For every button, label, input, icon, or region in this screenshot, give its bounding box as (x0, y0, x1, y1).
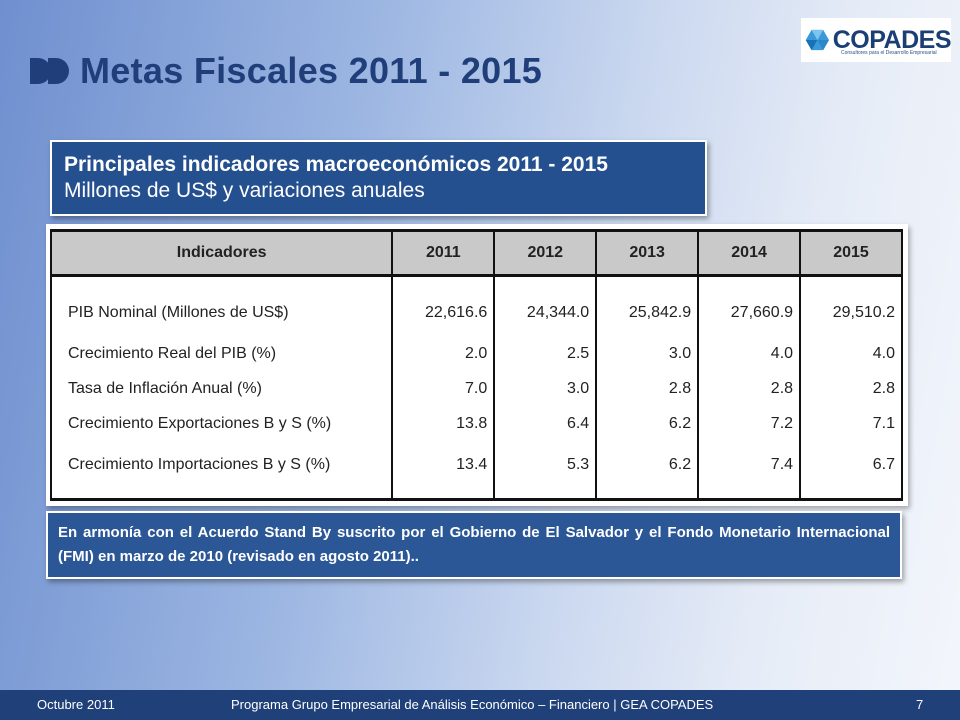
table-row: Crecimiento Real del PIB (%) 2.0 2.5 3.0… (49, 336, 903, 372)
title-row: Metas Fiscales 2011 - 2015 (28, 50, 542, 92)
copades-logo-icon (805, 29, 829, 51)
column-header: 2015 (799, 229, 903, 277)
indicators-table-panel: Indicadores 2011 2012 2013 2014 2015 PIB… (46, 224, 908, 506)
table-cell: 22,616.6 (391, 275, 496, 337)
table-cell: 3.0 (493, 371, 598, 407)
table-cell: 7.1 (799, 406, 903, 442)
table-cell: 4.0 (697, 336, 802, 372)
row-label: Tasa de Inflación Anual (%) (49, 371, 394, 407)
table-row: Tasa de Inflación Anual (%) 7.0 3.0 2.8 … (49, 371, 903, 407)
table-cell: 5.3 (493, 441, 598, 501)
table-cell: 2.8 (799, 371, 903, 407)
page-number: 7 (916, 697, 924, 712)
table-cell: 25,842.9 (595, 275, 700, 337)
subtitle-heading: Principales indicadores macroeconómicos … (64, 153, 608, 176)
table-cell: 2.5 (493, 336, 598, 372)
double-chevron-bullet-icon (30, 58, 69, 84)
note-text: En armonía con el Acuerdo Stand By suscr… (58, 524, 890, 565)
table-cell: 13.8 (391, 406, 496, 442)
table-cell: 13.4 (391, 441, 496, 501)
table-cell: 7.2 (697, 406, 802, 442)
table-cell: 24,344.0 (493, 275, 598, 337)
table-cell: 2.8 (595, 371, 700, 407)
column-header: 2012 (493, 229, 598, 277)
table-cell: 3.0 (595, 336, 700, 372)
table-row: Crecimiento Importaciones B y S (%) 13.4… (49, 441, 903, 501)
table-cell: 2.0 (391, 336, 496, 372)
table-row: Crecimiento Exportaciones B y S (%) 13.8… (49, 406, 903, 442)
table-cell: 6.2 (595, 441, 700, 501)
row-label: Crecimiento Real del PIB (%) (49, 336, 394, 372)
logo-name: COPADES (832, 26, 952, 54)
indicators-table: Indicadores 2011 2012 2013 2014 2015 PIB… (49, 229, 903, 501)
table-cell: 6.7 (799, 441, 903, 501)
footer-bar: Octubre 2011 Programa Grupo Empresarial … (0, 690, 960, 720)
column-header: Indicadores (49, 229, 394, 277)
column-header: 2011 (391, 229, 496, 277)
table-cell: 2.8 (697, 371, 802, 407)
table-cell: 4.0 (799, 336, 903, 372)
table-cell: 6.2 (595, 406, 700, 442)
row-label: PIB Nominal (Millones de US$) (49, 275, 394, 337)
table-cell: 7.0 (391, 371, 496, 407)
table-cell: 6.4 (493, 406, 598, 442)
subtitle-box: Principales indicadores macroeconómicos … (50, 140, 707, 216)
copades-logo: COPADES Consultores para el Desarrollo E… (801, 18, 952, 62)
footer-date: Octubre 2011 (37, 697, 115, 712)
column-header: 2013 (595, 229, 700, 277)
table-header-row: Indicadores 2011 2012 2013 2014 2015 (49, 229, 903, 277)
table-cell: 7.4 (697, 441, 802, 501)
row-label: Crecimiento Exportaciones B y S (%) (49, 406, 394, 442)
table-cell: 29,510.2 (799, 275, 903, 337)
footer-program: Programa Grupo Empresarial de Análisis E… (231, 697, 714, 712)
row-label: Crecimiento Importaciones B y S (%) (49, 441, 394, 501)
table-cell: 27,660.9 (697, 275, 802, 337)
page-title: Metas Fiscales 2011 - 2015 (80, 50, 543, 91)
column-header: 2014 (697, 229, 802, 277)
note-box: En armonía con el Acuerdo Stand By suscr… (46, 511, 902, 579)
logo-tagline: Consultores para el Desarrollo Empresari… (841, 50, 937, 56)
subtitle-units: Millones de US$ y variaciones anuales (64, 179, 425, 202)
table-row: PIB Nominal (Millones de US$) 22,616.6 2… (49, 275, 903, 337)
